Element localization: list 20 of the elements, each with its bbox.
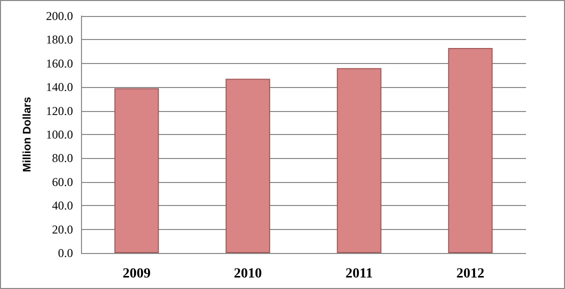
y-tick-label: 80.0 <box>52 151 73 166</box>
y-tick-label: 140.0 <box>46 80 73 94</box>
bar <box>114 88 159 253</box>
y-tick-label: 20.0 <box>52 222 73 236</box>
y-axis-title: Million Dollars <box>22 96 34 172</box>
bar <box>226 78 270 253</box>
y-tick-label: 60.0 <box>52 174 73 189</box>
y-tick-label: 40.0 <box>52 198 73 213</box>
y-tick-label: 200.0 <box>46 9 73 23</box>
y-tick-label: 160.0 <box>46 56 73 70</box>
y-tick-label: 120.0 <box>46 104 73 118</box>
y-tick-label: 100.0 <box>46 128 73 142</box>
x-tick-label: 2010 <box>234 266 262 282</box>
bar <box>336 68 382 253</box>
bar <box>448 48 493 253</box>
x-tick-label: 2009 <box>122 266 151 282</box>
x-tick-label: 2011 <box>346 266 373 282</box>
y-tick-label: 180.0 <box>46 32 73 47</box>
y-tick-label: 0.0 <box>58 246 73 260</box>
x-tick-label: 2012 <box>456 266 484 282</box>
